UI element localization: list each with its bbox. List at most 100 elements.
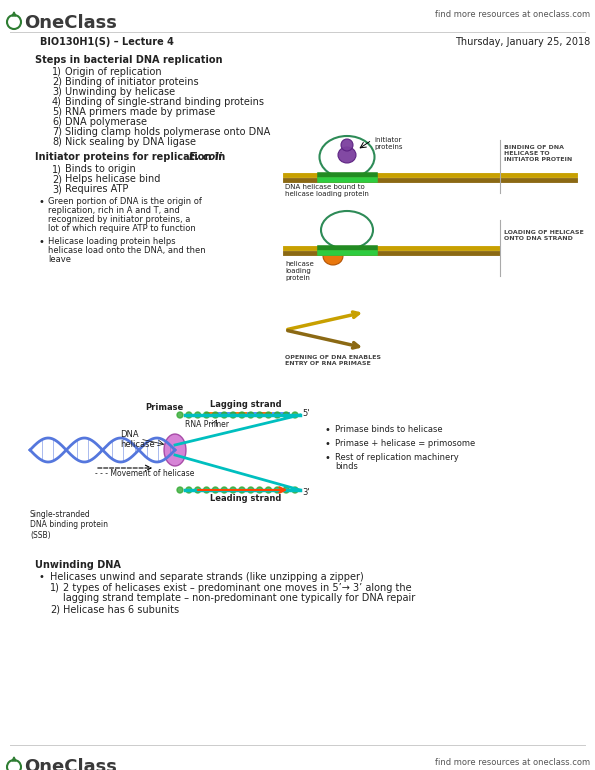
Text: Binding of initiator proteins: Binding of initiator proteins [65, 77, 199, 87]
Text: Nick sealing by DNA ligase: Nick sealing by DNA ligase [65, 137, 196, 147]
Ellipse shape [323, 247, 343, 265]
Text: •: • [38, 237, 44, 247]
Text: RNA Primer: RNA Primer [185, 420, 229, 429]
Text: Helicases unwind and separate strands (like unzipping a zipper): Helicases unwind and separate strands (l… [50, 572, 364, 582]
Bar [260, 412, 272, 417]
Text: Primase + helicase = primosome: Primase + helicase = primosome [335, 439, 475, 448]
Text: find more resources at oneclass.com: find more resources at oneclass.com [435, 10, 590, 19]
Text: 2): 2) [52, 174, 62, 184]
Text: 4): 4) [52, 97, 62, 107]
Circle shape [203, 487, 209, 493]
Text: 2): 2) [52, 77, 62, 87]
Bar [205, 412, 217, 417]
Text: 3': 3' [302, 488, 309, 497]
Circle shape [195, 412, 201, 418]
Circle shape [239, 487, 245, 493]
Text: 1): 1) [52, 67, 62, 77]
Text: •: • [325, 453, 331, 463]
Text: lagging strand template – non-predominant one typically for DNA repair: lagging strand template – non-predominan… [63, 593, 415, 603]
Text: DNA helicase bound to
helicase loading protein: DNA helicase bound to helicase loading p… [285, 184, 369, 197]
Circle shape [265, 487, 271, 493]
Circle shape [248, 412, 254, 418]
Text: 1): 1) [50, 583, 60, 593]
Circle shape [248, 487, 254, 493]
Text: RNA primers made by primase: RNA primers made by primase [65, 107, 215, 117]
Circle shape [292, 487, 298, 493]
Text: •: • [38, 197, 44, 207]
Text: 6): 6) [52, 117, 62, 127]
Text: helicase load onto the DNA, and then: helicase load onto the DNA, and then [48, 246, 206, 255]
Circle shape [212, 412, 218, 418]
Text: 5': 5' [302, 409, 309, 418]
Text: OPENING OF DNA ENABLES
ENTRY OF RNA PRIMASE: OPENING OF DNA ENABLES ENTRY OF RNA PRIM… [285, 355, 381, 366]
Text: Helicase loading protein helps: Helicase loading protein helps [48, 237, 176, 246]
Text: 1): 1) [52, 164, 62, 174]
Circle shape [221, 412, 227, 418]
Circle shape [230, 412, 236, 418]
Text: •: • [38, 572, 44, 582]
Text: Single-stranded
DNA binding protein
(SSB): Single-stranded DNA binding protein (SSB… [30, 510, 108, 540]
Circle shape [274, 412, 280, 418]
Text: •: • [325, 439, 331, 449]
Text: binds: binds [335, 462, 358, 471]
Text: BINDING OF DNA
HELICASE TO
INITIATOR PROTEIN: BINDING OF DNA HELICASE TO INITIATOR PRO… [504, 145, 572, 162]
Text: •: • [325, 425, 331, 435]
Text: recognized by initiator proteins, a: recognized by initiator proteins, a [48, 215, 190, 224]
Text: 3): 3) [52, 87, 62, 97]
Circle shape [195, 487, 201, 493]
Text: Binds to origin: Binds to origin [65, 164, 136, 174]
Polygon shape [12, 12, 16, 16]
Bar [272, 412, 290, 417]
Text: Primase: Primase [145, 403, 183, 412]
Bar [247, 412, 265, 417]
Text: DNA polymerase: DNA polymerase [65, 117, 147, 127]
Bar [217, 412, 235, 417]
Bar [235, 412, 247, 417]
Text: Helicase has 6 subunits: Helicase has 6 subunits [63, 605, 179, 615]
Circle shape [177, 412, 183, 418]
Circle shape [283, 412, 289, 418]
Text: LOADING OF HELICASE
ONTO DNA STRAND: LOADING OF HELICASE ONTO DNA STRAND [504, 230, 584, 241]
Text: BIO130H1(S) – Lecture 4: BIO130H1(S) – Lecture 4 [40, 37, 174, 47]
Text: replication, rich in A and T, and: replication, rich in A and T, and [48, 206, 180, 215]
Text: Requires ATP: Requires ATP [65, 184, 129, 194]
Text: 5): 5) [52, 107, 62, 117]
Circle shape [256, 487, 262, 493]
Polygon shape [12, 757, 16, 761]
Circle shape [239, 412, 245, 418]
Text: helicase
loading
protein: helicase loading protein [285, 261, 314, 281]
Ellipse shape [164, 434, 186, 466]
Text: lot of which require ATP to function: lot of which require ATP to function [48, 224, 196, 233]
Text: Steps in bacterial DNA replication: Steps in bacterial DNA replication [35, 55, 223, 65]
Circle shape [292, 412, 298, 418]
Circle shape [274, 487, 280, 493]
Text: OneClass: OneClass [24, 758, 117, 770]
Text: Binding of single-strand binding proteins: Binding of single-strand binding protein… [65, 97, 264, 107]
Circle shape [177, 487, 183, 493]
Text: Primase binds to helicase: Primase binds to helicase [335, 425, 443, 434]
Text: Rest of replication machinery: Rest of replication machinery [335, 453, 459, 462]
Ellipse shape [341, 139, 353, 151]
Text: Lagging strand: Lagging strand [210, 400, 281, 409]
Text: E. coli: E. coli [189, 152, 222, 162]
Circle shape [212, 487, 218, 493]
Circle shape [283, 487, 289, 493]
Text: initiator
proteins: initiator proteins [374, 137, 402, 150]
Text: Unwinding DNA: Unwinding DNA [35, 560, 121, 570]
Text: Green portion of DNA is the origin of: Green portion of DNA is the origin of [48, 197, 202, 206]
Text: 2 types of helicases exist – predominant one moves in 5’→ 3’ along the: 2 types of helicases exist – predominant… [63, 583, 412, 593]
Circle shape [256, 412, 262, 418]
Text: - - - Movement of helicase: - - - Movement of helicase [95, 469, 195, 478]
Text: Thursday, January 25, 2018: Thursday, January 25, 2018 [455, 37, 590, 47]
Circle shape [186, 487, 192, 493]
Text: Initiator proteins for replication in: Initiator proteins for replication in [35, 152, 228, 162]
Text: Sliding clamp holds polymerase onto DNA: Sliding clamp holds polymerase onto DNA [65, 127, 270, 137]
Text: Origin of replication: Origin of replication [65, 67, 162, 77]
Text: 3): 3) [52, 184, 62, 194]
Circle shape [230, 487, 236, 493]
Ellipse shape [338, 147, 356, 163]
Text: leave: leave [48, 255, 71, 264]
Text: 2): 2) [50, 605, 60, 615]
Circle shape [203, 412, 209, 418]
Text: OneClass: OneClass [24, 14, 117, 32]
